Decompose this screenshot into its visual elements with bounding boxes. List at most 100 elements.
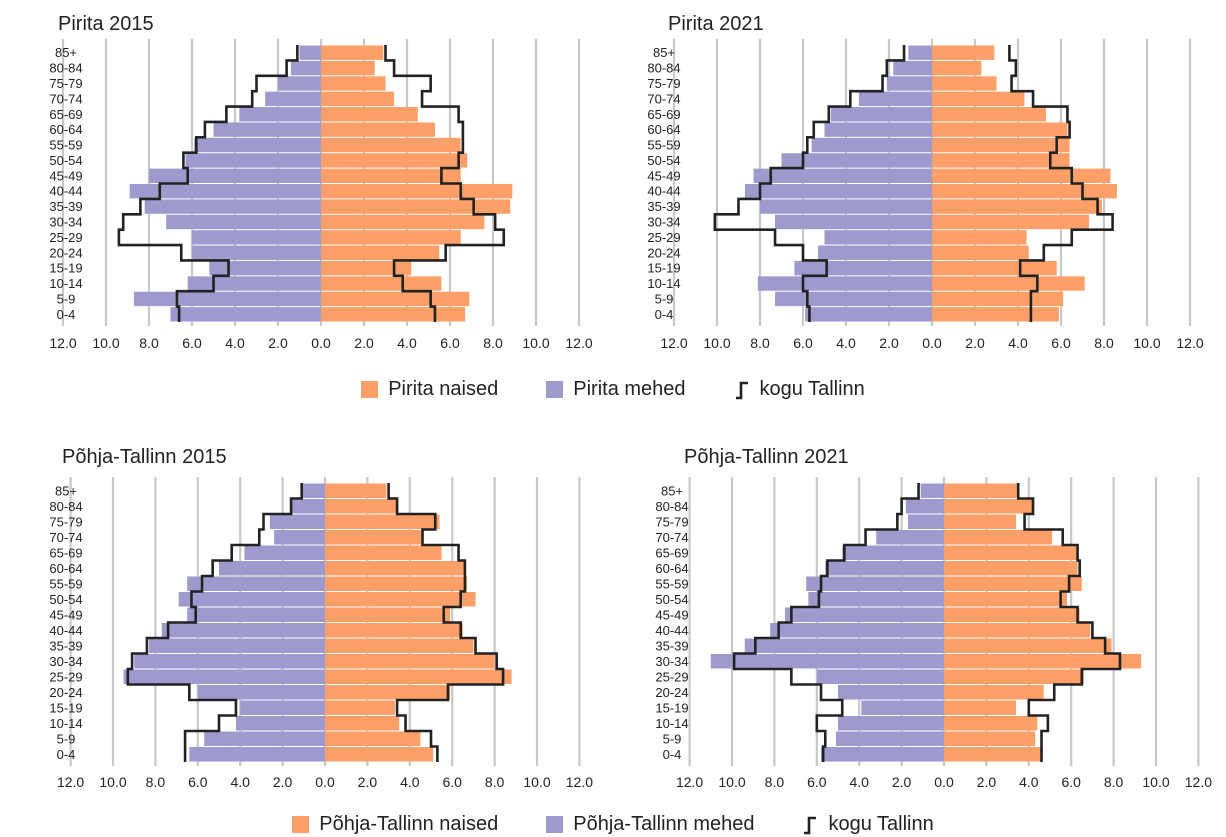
male-swatch-icon <box>546 381 564 398</box>
male-bar-65-69 <box>842 545 944 560</box>
female-bar-55-59 <box>932 137 1070 153</box>
female-bar-55-59 <box>321 137 461 153</box>
legend-item-outline: kogu Tallinn <box>802 813 934 836</box>
female-bar-50-54 <box>325 592 476 607</box>
female-bar-20-24 <box>932 245 1029 260</box>
x-tick-label: 6.0 <box>442 774 462 790</box>
male-bar-10-14 <box>838 716 944 731</box>
x-tick-label: 12.0 <box>566 774 593 790</box>
age-label-40-44: 40-44 <box>49 184 82 199</box>
age-label-50-54: 50-54 <box>49 592 82 607</box>
male-bar-70-74 <box>265 91 321 107</box>
age-label-50-54: 50-54 <box>655 592 688 607</box>
male-bar-50-54 <box>781 153 932 168</box>
age-label-50-54: 50-54 <box>647 153 680 168</box>
male-bar-60-64 <box>219 561 325 576</box>
male-bar-25-29 <box>816 669 944 684</box>
age-label-30-34: 30-34 <box>647 214 680 229</box>
female-bar-45-49 <box>325 607 451 622</box>
male-bar-70-74 <box>876 530 944 545</box>
female-bar-75-79 <box>932 76 997 91</box>
x-tick-label: 2.0 <box>358 774 378 790</box>
female-bar-25-29 <box>321 230 461 245</box>
age-label-55-59: 55-59 <box>647 138 680 153</box>
male-bar-55-59 <box>806 576 944 591</box>
male-bar-50-54 <box>808 592 944 607</box>
pyramid-panel-1: 85+80-8475-7970-7465-6960-6455-5950-5445… <box>49 13 592 351</box>
male-bar-75-79 <box>886 76 932 91</box>
x-tick-label: 12.0 <box>57 774 84 790</box>
x-tick-label: 0.0 <box>922 335 942 351</box>
x-tick-label: 4.0 <box>1008 335 1028 351</box>
x-tick-label: 10.0 <box>99 774 126 790</box>
male-bar-20-24 <box>838 685 944 700</box>
age-label-0-4: 0-4 <box>663 747 682 762</box>
male-bar-70-74 <box>274 530 325 545</box>
female-bar-20-24 <box>325 685 451 700</box>
age-label-20-24: 20-24 <box>647 245 680 260</box>
female-bar-35-39 <box>321 199 511 214</box>
male-bar-65-69 <box>239 107 321 122</box>
female-bar-80-84 <box>944 499 1034 514</box>
age-label-5-9: 5-9 <box>57 731 76 746</box>
female-bar-30-34 <box>944 654 1142 669</box>
age-label-65-69: 65-69 <box>655 545 688 560</box>
male-bar-5-9 <box>133 291 321 307</box>
age-label-75-79: 75-79 <box>655 514 688 529</box>
x-tick-label: 0.0 <box>934 774 954 790</box>
age-label-35-39: 35-39 <box>49 199 82 214</box>
male-bar-25-29 <box>123 669 325 684</box>
female-bar-40-44 <box>944 623 1091 638</box>
male-bar-80-84 <box>290 60 321 76</box>
x-tick-label: 2.0 <box>268 335 288 351</box>
age-label-60-64: 60-64 <box>647 122 680 137</box>
female-bar-75-79 <box>944 514 1017 529</box>
x-tick-label: 10.0 <box>718 774 745 790</box>
male-bar-80-84 <box>905 499 944 514</box>
female-bar-15-19 <box>321 260 412 276</box>
female-bar-85+ <box>321 45 384 60</box>
chart-title: Pirita 2021 <box>668 13 764 35</box>
female-bar-15-19 <box>932 260 1057 276</box>
male-bar-40-44 <box>161 623 325 638</box>
female-bar-15-19 <box>944 700 1017 715</box>
x-tick-label: 8.0 <box>1104 774 1124 790</box>
female-bar-10-14 <box>944 716 1038 731</box>
female-bar-5-9 <box>321 291 470 307</box>
female-bar-30-34 <box>325 654 495 669</box>
x-tick-label: 0.0 <box>315 774 335 790</box>
x-tick-label: 12.0 <box>1185 774 1212 790</box>
female-bar-20-24 <box>321 245 440 260</box>
male-bar-35-39 <box>744 638 944 653</box>
x-tick-label: 8.0 <box>483 335 503 351</box>
x-tick-label: 12.0 <box>660 335 687 351</box>
legend-label-female: Pirita naised <box>388 378 499 400</box>
age-label-45-49: 45-49 <box>49 168 82 183</box>
male-bar-10-14 <box>187 276 321 291</box>
female-bar-70-74 <box>325 530 423 545</box>
male-bar-15-19 <box>794 260 932 276</box>
pyramid-panel-4: 85+80-8475-7970-7465-6960-6455-5950-5445… <box>655 446 1212 790</box>
age-label-45-49: 45-49 <box>655 607 688 622</box>
age-label-5-9: 5-9 <box>57 291 76 306</box>
age-label-10-14: 10-14 <box>49 276 82 291</box>
age-label-20-24: 20-24 <box>49 685 82 700</box>
age-label-25-29: 25-29 <box>647 230 680 245</box>
age-label-25-29: 25-29 <box>655 669 688 684</box>
x-tick-label: 2.0 <box>354 335 374 351</box>
age-label-75-79: 75-79 <box>49 76 82 91</box>
age-label-40-44: 40-44 <box>655 623 688 638</box>
female-bar-0-4 <box>325 747 434 762</box>
female-bar-65-69 <box>932 107 1046 122</box>
outline-step-icon <box>735 381 748 399</box>
age-label-80-84: 80-84 <box>49 499 82 514</box>
male-bar-10-14 <box>235 716 325 731</box>
male-bar-50-54 <box>178 592 325 607</box>
female-bar-10-14 <box>321 276 442 291</box>
legend-label-outline: kogu Tallinn <box>759 378 865 400</box>
x-tick-label: 12.0 <box>49 335 76 351</box>
x-tick-label: 10.0 <box>1142 774 1169 790</box>
male-bar-30-34 <box>166 214 321 230</box>
x-tick-label: 6.0 <box>182 335 202 351</box>
